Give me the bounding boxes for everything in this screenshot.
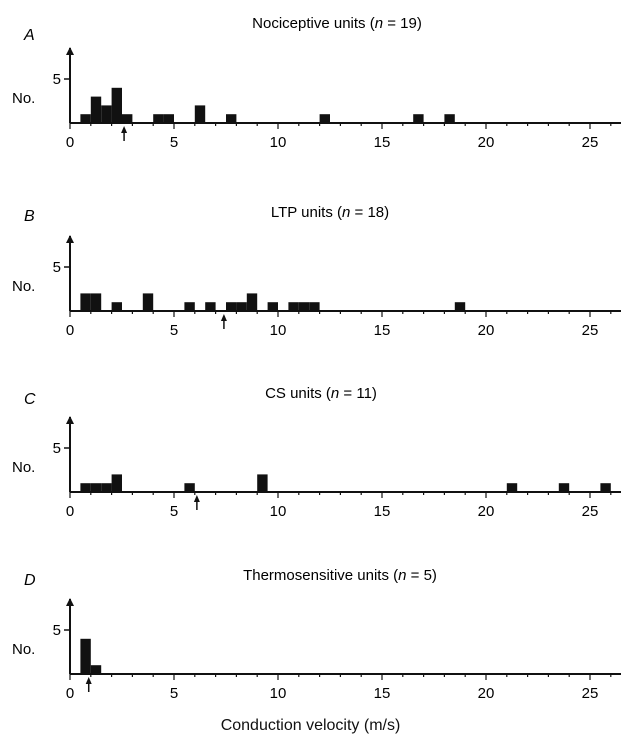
histogram-bar [163, 114, 174, 123]
histogram-bar [236, 302, 247, 311]
x-tick-label: 0 [66, 134, 74, 151]
panel-a: A Nociceptive units (n = 19) 5 No. 0 5 10 15 20 2… [12, 15, 621, 151]
x-tick-label: 15 [374, 322, 391, 339]
median-arrow-head [220, 314, 227, 321]
histogram-bar [80, 114, 91, 123]
histogram-bar [288, 302, 299, 311]
y-axis-label: No. [12, 641, 35, 658]
x-tick-label: 25 [582, 685, 599, 702]
median-arrow-head [193, 495, 200, 502]
histogram-bar [111, 87, 122, 123]
x-tick-label: 5 [170, 134, 178, 151]
y-axis-arrowhead [66, 416, 74, 424]
panel-letter: B [24, 208, 35, 225]
histogram-bar [184, 483, 195, 492]
x-tick-label: 5 [170, 685, 178, 702]
x-tick-label: 15 [374, 134, 391, 151]
x-tick-label: 25 [582, 322, 599, 339]
x-tick-label: 25 [582, 134, 599, 151]
histogram-bar [90, 293, 102, 311]
histogram-bar [80, 483, 91, 492]
histogram-bar [142, 293, 154, 311]
histogram-bar [558, 483, 570, 492]
x-tick-label: 20 [478, 685, 495, 702]
panel-c: C CS units (n = 11) 5 No. 0 5 10 15 20 25 [12, 385, 621, 520]
median-arrow-head [121, 126, 128, 133]
histogram-bar [257, 474, 268, 492]
x-tick-label: 10 [270, 685, 287, 702]
y-tick-label: 5 [53, 622, 61, 639]
histogram-bar [454, 302, 466, 311]
y-tick-label: 5 [53, 71, 61, 88]
histogram-bar [90, 483, 102, 492]
histogram-bar [226, 114, 237, 123]
histogram-bar [267, 302, 278, 311]
y-tick-label: 5 [53, 440, 61, 457]
x-tick-label: 20 [478, 503, 495, 520]
histogram-bar [319, 114, 330, 123]
histogram-bar [246, 293, 258, 311]
x-tick-label: 20 [478, 322, 495, 339]
histogram-bar [298, 302, 310, 311]
panel-title: CS units (n = 11) [265, 385, 377, 402]
histogram-bar [194, 105, 206, 123]
histogram-bar [153, 114, 164, 123]
median-arrow-head [85, 677, 92, 684]
histogram-bar [600, 483, 611, 492]
histogram-bar [90, 665, 102, 674]
panel-letter: C [24, 391, 36, 408]
histogram-bar [413, 114, 424, 123]
histogram-bar [205, 302, 216, 311]
histogram-bar [111, 474, 122, 492]
histogram-bar [101, 483, 112, 492]
y-axis-arrowhead [66, 47, 74, 55]
x-tick-label: 5 [170, 503, 178, 520]
panel-letter: A [23, 27, 35, 44]
y-axis-label: No. [12, 278, 35, 295]
x-tick-label: 10 [270, 134, 287, 151]
histogram-bar [184, 302, 195, 311]
y-tick-label: 5 [53, 259, 61, 276]
y-axis-label: No. [12, 90, 35, 107]
histogram-bar [309, 302, 320, 311]
y-axis-arrowhead [66, 235, 74, 243]
panel-letter: D [24, 572, 36, 589]
histogram-bar [122, 114, 133, 123]
x-tick-label: 20 [478, 134, 495, 151]
x-tick-label: 15 [374, 685, 391, 702]
x-axis-title: Conduction velocity (m/s) [220, 717, 401, 734]
x-tick-label: 10 [270, 503, 287, 520]
x-tick-label: 0 [66, 685, 74, 702]
histogram-bar [90, 96, 102, 123]
panel-title: LTP units (n = 18) [271, 204, 389, 221]
x-tick-label: 0 [66, 503, 74, 520]
panel-title: Nociceptive units (n = 19) [252, 15, 422, 32]
x-tick-label: 5 [170, 322, 178, 339]
histogram-bar [111, 302, 122, 311]
x-tick-label: 15 [374, 503, 391, 520]
histogram-bar [444, 114, 455, 123]
panel-title: Thermosensitive units (n = 5) [243, 567, 437, 584]
histogram-bar [101, 105, 112, 123]
histogram-bar [80, 638, 91, 674]
histogram-bar [80, 293, 91, 311]
x-tick-label: 10 [270, 322, 287, 339]
histogram-bar [506, 483, 518, 492]
histogram-bar [226, 302, 237, 311]
x-tick-label: 0 [66, 322, 74, 339]
x-tick-label: 25 [582, 503, 599, 520]
panel-b: B LTP units (n = 18) 5 No. 0 5 10 15 20 25 [12, 204, 621, 339]
y-axis-arrowhead [66, 598, 74, 606]
panel-d: D Thermosensitive units (n = 5) 5 No. 0 5 10 15… [12, 567, 621, 702]
y-axis-label: No. [12, 459, 35, 476]
